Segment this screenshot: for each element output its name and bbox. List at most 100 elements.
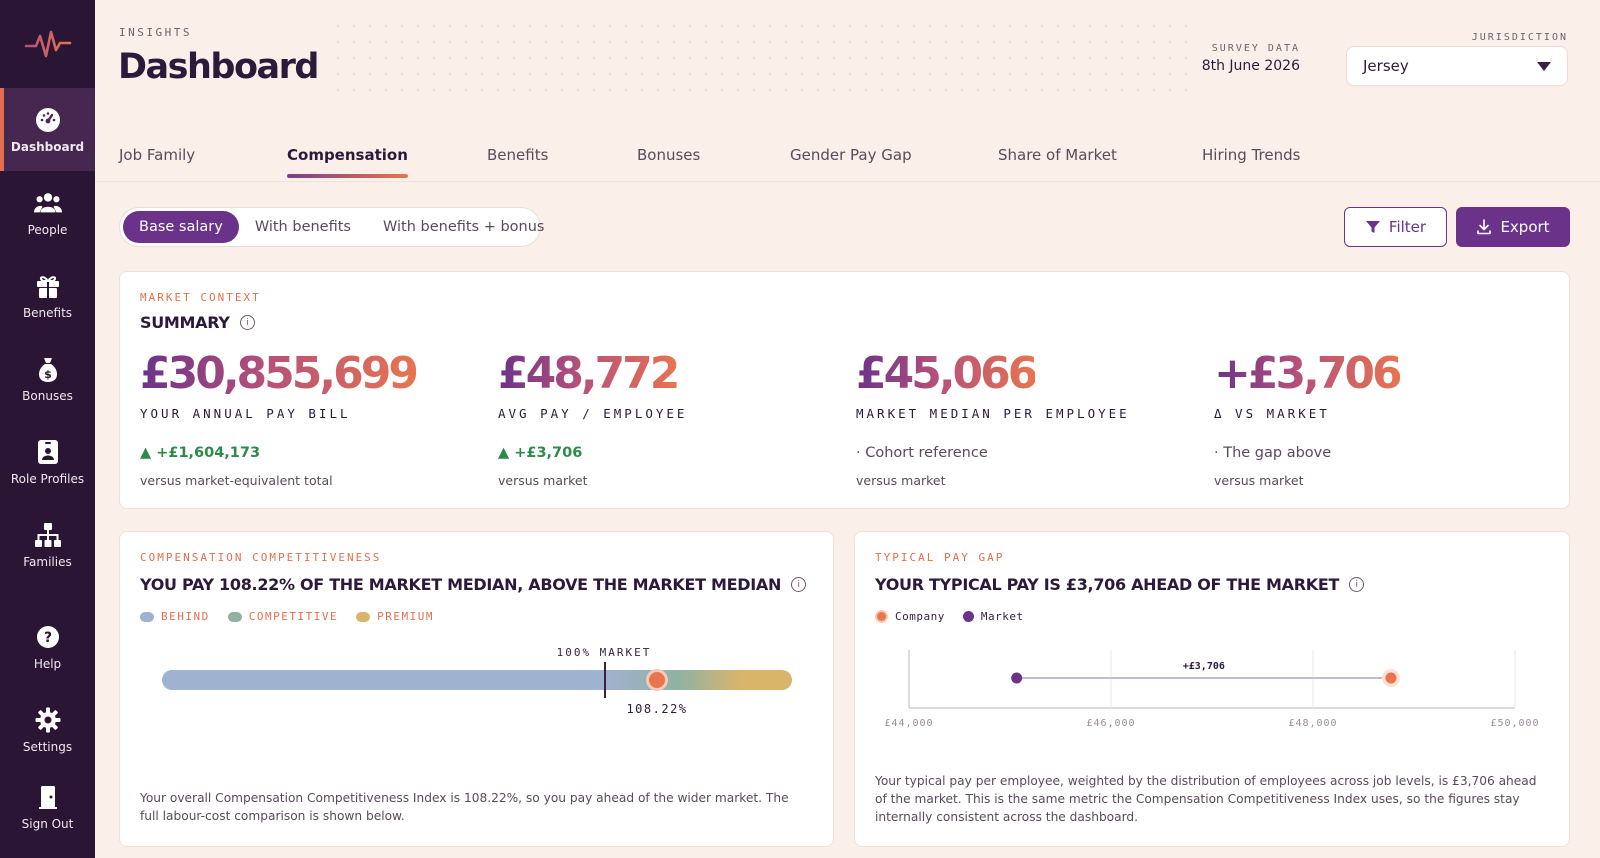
market-marker-label: 100% MARKET xyxy=(556,646,652,659)
tab-label: Job Family xyxy=(119,146,196,164)
tab-label: Bonuses xyxy=(637,146,701,164)
kpi-delta: ▲ +£3,706 xyxy=(498,445,583,461)
dashboard-gauge-icon xyxy=(34,106,62,134)
sidebar-item-dashboard[interactable]: Dashboard xyxy=(0,88,95,171)
kpi-subtext: versus market xyxy=(856,473,946,488)
x-tick-label: £44,000 xyxy=(884,718,933,729)
kpi-subtext: versus market xyxy=(498,473,588,488)
competitiveness-description: Your overall Compensation Competitivenes… xyxy=(140,791,789,823)
legend-item-premium: PREMIUM xyxy=(356,610,434,623)
tab-bonuses[interactable]: Bonuses xyxy=(637,146,700,164)
competitiveness-card: COMPENSATION COMPETITIVENESS YOU PAY 108… xyxy=(119,531,834,847)
company-point xyxy=(1385,672,1397,684)
legend-item-market: Market xyxy=(962,610,1024,623)
sidebar-item-people[interactable]: People xyxy=(0,171,95,254)
summary-title: SUMMARY i xyxy=(140,313,255,332)
kpi-label: YOUR ANNUAL PAY BILL xyxy=(140,406,351,421)
help-icon: ? xyxy=(34,623,62,651)
app-logo[interactable] xyxy=(0,22,95,66)
kpi-subtext: versus market-equivalent total xyxy=(140,473,333,488)
gift-icon xyxy=(34,272,62,300)
sidebar-item-label: Bonuses xyxy=(22,388,73,403)
sidebar-item-bonuses[interactable]: $ Bonuses xyxy=(0,337,95,420)
legend-label: Market xyxy=(980,610,1024,623)
segment-base-salary[interactable]: Base salary xyxy=(123,211,239,243)
legend-swatch xyxy=(227,611,242,622)
kpi-value: £48,772 xyxy=(498,348,680,399)
sidebar-item-help[interactable]: ? Help xyxy=(0,605,95,688)
company-position-marker xyxy=(646,669,668,691)
segment-with-benefits[interactable]: With benefits xyxy=(254,219,351,235)
id-badge-icon xyxy=(34,438,62,466)
kpi-delta-vs-market: +£3,706 Δ VS MARKET · The gap above vers… xyxy=(1214,350,1554,489)
legend-item-behind: BEHIND xyxy=(140,610,210,623)
jurisdiction-label: JURISDICTION xyxy=(1471,32,1568,43)
sidebar-item-label: People xyxy=(27,222,68,237)
kpi-delta: · The gap above xyxy=(1214,445,1332,461)
people-icon xyxy=(33,189,62,217)
kpi-value: £45,066 xyxy=(856,348,1038,399)
competitiveness-title-text: YOU PAY 108.22% OF THE MARKET MEDIAN, AB… xyxy=(140,575,782,594)
market-point xyxy=(1011,672,1023,684)
sidebar-item-families[interactable]: Families xyxy=(0,503,95,586)
legend-swatch xyxy=(140,611,154,622)
pay-gap-chart: £44,000 £46,000 £48,000 £50,000 +£3,706 xyxy=(884,650,1539,729)
tab-label: Gender Pay Gap xyxy=(790,146,912,164)
sidebar-item-role-profiles[interactable]: Role Profiles xyxy=(0,420,95,503)
tab-gender-pay-gap[interactable]: Gender Pay Gap xyxy=(790,146,912,164)
x-tick-label: £50,000 xyxy=(1490,718,1539,729)
kpi-label: AVG PAY / EMPLOYEE xyxy=(498,406,688,421)
info-icon[interactable]: i xyxy=(791,577,807,592)
tab-divider xyxy=(95,181,1600,182)
info-icon[interactable]: i xyxy=(1349,577,1365,592)
jurisdiction-value: Jersey xyxy=(1363,57,1409,75)
competitiveness-legend: BEHIND COMPETITIVE PREMIUM xyxy=(140,610,434,623)
gap-annotation-label: +£3,706 xyxy=(1183,661,1225,672)
sidebar-item-label: Benefits xyxy=(22,305,73,320)
jurisdiction-select[interactable]: Jersey xyxy=(1346,46,1568,86)
filter-icon xyxy=(1365,221,1380,233)
tab-benefits[interactable]: Benefits xyxy=(487,146,548,164)
pulse-logo-icon xyxy=(24,30,71,58)
gear-icon xyxy=(34,706,62,734)
sidebar-item-label: Families xyxy=(23,554,72,569)
info-icon[interactable]: i xyxy=(239,315,255,330)
tab-job-family[interactable]: Job Family xyxy=(119,146,195,164)
active-tab-indicator xyxy=(287,174,408,178)
filter-button[interactable]: Filter xyxy=(1344,207,1447,247)
tab-label: Compensation xyxy=(287,146,408,164)
export-button[interactable]: Export xyxy=(1456,207,1570,247)
competitiveness-bar xyxy=(162,670,792,690)
pay-gap-card: TYPICAL PAY GAP YOUR TYPICAL PAY IS £3,7… xyxy=(854,531,1570,847)
legend-label: BEHIND xyxy=(161,610,210,623)
download-icon xyxy=(1477,219,1492,235)
tab-share-of-market[interactable]: Share of Market xyxy=(998,146,1117,164)
x-tick-label: £48,000 xyxy=(1288,718,1337,729)
x-tick-label: £46,000 xyxy=(1086,718,1135,729)
sidebar-item-sign-out[interactable]: Sign Out xyxy=(0,765,95,848)
tab-compensation[interactable]: Compensation xyxy=(287,146,408,178)
summary-title-text: SUMMARY xyxy=(140,313,230,332)
kpi-delta: · Cohort reference xyxy=(856,445,988,461)
legend-label: PREMIUM xyxy=(377,610,434,623)
legend-dot xyxy=(962,611,974,622)
legend-item-competitive: COMPETITIVE xyxy=(227,610,338,623)
kpi-value: £30,855,699 xyxy=(140,348,419,399)
filter-label: Filter xyxy=(1388,218,1427,236)
tab-label: Benefits xyxy=(487,146,549,164)
segment-with-benefits-bonus[interactable]: With benefits + bonus xyxy=(382,219,545,235)
hierarchy-icon xyxy=(34,521,62,549)
legend-label: Company xyxy=(895,610,945,623)
sidebar-item-label: Role Profiles xyxy=(10,471,85,486)
competitiveness-title: YOU PAY 108.22% OF THE MARKET MEDIAN, AB… xyxy=(140,575,807,594)
tab-hiring-trends[interactable]: Hiring Trends xyxy=(1202,146,1300,164)
kpi-avg-pay: £48,772 AVG PAY / EMPLOYEE ▲ +£3,706 ver… xyxy=(498,348,838,489)
legend-swatch xyxy=(356,611,371,622)
competitiveness-eyebrow: COMPENSATION COMPETITIVENESS xyxy=(140,551,382,564)
sidebar-item-settings[interactable]: Settings xyxy=(0,688,95,771)
header-decoration xyxy=(330,18,1190,98)
summary-eyebrow: MARKET CONTEXT xyxy=(140,291,261,304)
sidebar-item-benefits[interactable]: Benefits xyxy=(0,254,95,337)
summary-card: MARKET CONTEXT SUMMARY i £30,855,699 YOU… xyxy=(119,271,1570,509)
kpi-delta: ▲ +£1,604,173 xyxy=(140,445,261,461)
